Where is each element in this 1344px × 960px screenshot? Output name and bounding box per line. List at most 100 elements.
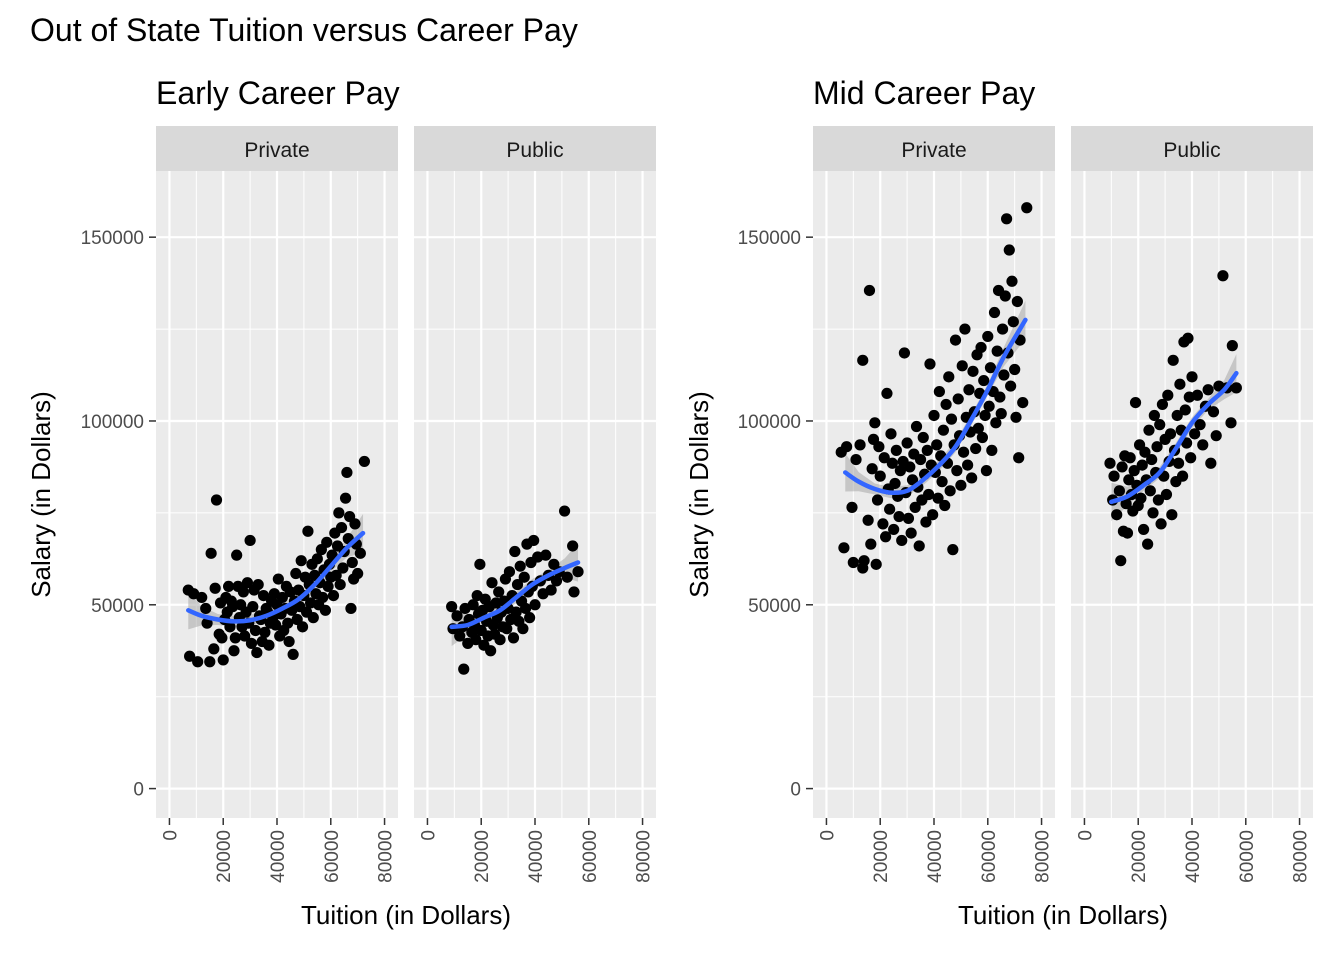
- data-point: [944, 485, 956, 497]
- data-point: [1189, 428, 1201, 440]
- data-point: [873, 441, 885, 453]
- data-point: [1162, 389, 1174, 401]
- data-point: [204, 656, 216, 668]
- data-point: [886, 457, 898, 469]
- data-point: [972, 422, 984, 434]
- data-point: [910, 420, 923, 433]
- x-tick-label: 60000: [580, 830, 601, 883]
- data-point: [866, 463, 878, 475]
- data-point: [322, 580, 334, 593]
- data-point: [863, 284, 876, 297]
- panel-private: Private 0 20000 40000 60000 80000: [156, 126, 398, 883]
- y-tick-label: 50000: [748, 596, 801, 617]
- data-point: [295, 555, 307, 567]
- y-tick-label: 150000: [738, 228, 801, 249]
- data-point: [991, 345, 1003, 357]
- data-point: [494, 634, 506, 646]
- data-point: [1011, 295, 1023, 308]
- data-point: [905, 527, 917, 539]
- data-point: [1156, 398, 1169, 411]
- data-point: [959, 323, 971, 335]
- y-tick-label: 0: [133, 780, 144, 801]
- data-point: [287, 648, 299, 661]
- data-point: [902, 512, 915, 524]
- data-point: [870, 558, 882, 570]
- data-point: [458, 663, 470, 675]
- data-point: [949, 334, 962, 346]
- plots-container: Early Career Pay 0 50000 100000 150000 Salary…: [26, 75, 1313, 930]
- x-tick-label: 80000: [1291, 830, 1312, 883]
- data-point: [1202, 384, 1214, 396]
- data-point: [924, 358, 936, 370]
- data-point: [931, 439, 943, 451]
- y-axis-title: Salary (in Dollars): [26, 391, 56, 598]
- data-point: [890, 444, 902, 456]
- data-point: [921, 444, 933, 456]
- data-point: [1005, 380, 1017, 392]
- data-point: [1205, 457, 1217, 469]
- x-tick-label: 60000: [979, 830, 1000, 883]
- data-point: [1017, 396, 1029, 409]
- data-point: [302, 525, 314, 537]
- data-point: [196, 591, 208, 604]
- data-point: [518, 571, 530, 583]
- data-point: [975, 341, 987, 354]
- y-tick-label: 100000: [81, 412, 144, 433]
- data-point: [1009, 363, 1021, 376]
- data-point: [1164, 428, 1177, 440]
- data-point: [237, 586, 249, 598]
- facet-strip-label: Private: [901, 139, 966, 162]
- data-point: [247, 601, 259, 613]
- data-point: [917, 431, 929, 444]
- data-point: [296, 621, 309, 633]
- data-point: [862, 514, 874, 526]
- data-point: [263, 639, 275, 651]
- data-point: [335, 521, 348, 534]
- data-point: [510, 606, 522, 618]
- data-point: [846, 501, 858, 513]
- data-point: [994, 391, 1006, 403]
- data-point: [231, 549, 243, 561]
- data-point: [878, 452, 890, 464]
- data-point: [208, 643, 220, 655]
- data-point: [358, 455, 370, 468]
- data-point: [1172, 457, 1185, 469]
- data-point: [330, 569, 342, 581]
- panel-public: Public 0 20000 40000 60000 80000: [1071, 126, 1313, 883]
- data-point: [1151, 441, 1163, 453]
- data-point: [345, 602, 357, 615]
- data-point: [1001, 213, 1013, 225]
- data-point: [239, 630, 251, 642]
- data-point: [976, 431, 989, 444]
- data-point: [947, 544, 959, 556]
- data-point: [257, 589, 270, 602]
- data-point: [454, 630, 466, 642]
- data-point: [1007, 316, 1019, 328]
- data-point: [334, 578, 346, 591]
- data-point: [979, 409, 991, 422]
- data-point: [524, 612, 536, 624]
- data-point: [451, 610, 463, 622]
- data-point: [998, 369, 1010, 381]
- data-point: [192, 656, 204, 668]
- data-point: [540, 549, 552, 561]
- data-point: [333, 507, 345, 519]
- data-point: [346, 556, 358, 569]
- data-point: [337, 562, 349, 574]
- data-point: [228, 645, 240, 657]
- x-tick-label: 0: [817, 830, 838, 841]
- data-point: [249, 624, 262, 637]
- data-point: [945, 413, 958, 425]
- data-point: [1136, 459, 1148, 471]
- data-point: [854, 439, 866, 451]
- data-point: [503, 566, 516, 578]
- x-tick-label: 80000: [376, 830, 397, 883]
- data-point: [311, 553, 323, 565]
- x-axis-title: Tuition (in Dollars): [301, 900, 511, 930]
- data-point: [982, 330, 994, 343]
- data-point: [904, 461, 916, 473]
- facet-strip: [414, 126, 656, 171]
- data-point: [896, 534, 908, 547]
- data-point: [884, 503, 896, 515]
